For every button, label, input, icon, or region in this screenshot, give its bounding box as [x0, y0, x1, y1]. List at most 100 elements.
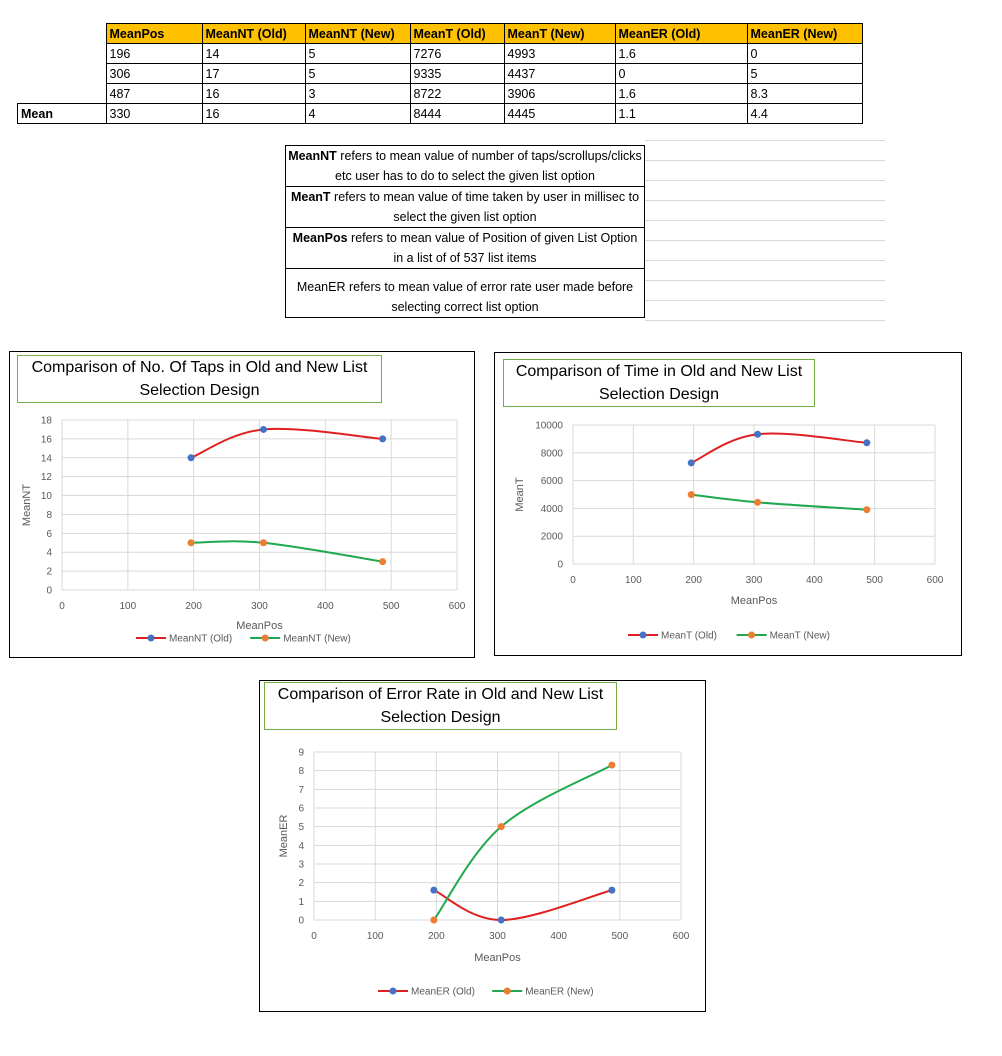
- y-tick-label: 3: [298, 860, 304, 871]
- sheet-gridline: [645, 140, 885, 141]
- x-tick-label: 400: [550, 931, 567, 942]
- sheet-gridline: [645, 300, 885, 301]
- y-tick-label: 12: [41, 472, 53, 483]
- table-cell[interactable]: 0: [746, 43, 863, 64]
- table-cell[interactable]: 7276: [409, 43, 505, 64]
- definition-meaner[interactable]: MeanER refers to mean value of error rat…: [296, 280, 634, 314]
- table-row: 487 16 3 8722 3906 1.6 8.3: [18, 83, 863, 104]
- col-header[interactable]: MeanNT (New): [304, 23, 411, 44]
- table-row: 196 14 5 7276 4993 1.6 0: [18, 43, 863, 64]
- table-cell[interactable]: 8.3: [746, 83, 863, 104]
- x-axis-label: MeanPos: [474, 952, 521, 964]
- table-cell[interactable]: 4: [304, 103, 411, 124]
- col-header[interactable]: MeanNT (Old): [201, 23, 306, 44]
- table-cell[interactable]: 5: [304, 63, 411, 84]
- table-cell[interactable]: 4993: [503, 43, 616, 64]
- table-cell[interactable]: 306: [105, 63, 203, 84]
- data-point: [863, 439, 871, 447]
- data-point: [608, 761, 616, 769]
- data-point: [497, 916, 505, 924]
- y-axis-label: MeanT: [514, 477, 526, 512]
- x-tick-label: 500: [611, 931, 628, 942]
- chart-error-rate[interactable]: Comparison of Error Rate in Old and New …: [259, 680, 706, 1012]
- table-cell[interactable]: 4445: [503, 103, 616, 124]
- chart-title: Comparison of Time in Old and New List S…: [503, 359, 815, 407]
- table-cell[interactable]: 8722: [409, 83, 505, 104]
- table-cell[interactable]: 1.6: [614, 83, 748, 104]
- y-tick-label: 6: [46, 529, 52, 540]
- table-cell[interactable]: 16: [201, 103, 306, 124]
- legend-marker: [503, 987, 511, 995]
- col-header[interactable]: MeanT (New): [503, 23, 616, 44]
- y-tick-label: 8: [46, 510, 52, 521]
- chart-title: Comparison of No. Of Taps in Old and New…: [17, 355, 382, 403]
- y-tick-label: 4: [46, 548, 52, 559]
- col-header[interactable]: MeanER (Old): [614, 23, 748, 44]
- x-tick-label: 300: [489, 931, 506, 942]
- mean-row-label[interactable]: Mean: [17, 103, 107, 124]
- y-tick-label: 2: [46, 567, 52, 578]
- x-tick-label: 100: [119, 601, 136, 612]
- chart-time[interactable]: Comparison of Time in Old and New List S…: [494, 352, 962, 656]
- data-point: [379, 435, 387, 443]
- y-axis-label: MeanNT: [21, 484, 33, 526]
- table-cell[interactable]: 3: [304, 83, 411, 104]
- legend-marker: [147, 634, 155, 642]
- y-tick-label: 6000: [541, 476, 564, 487]
- table-cell[interactable]: 17: [201, 63, 306, 84]
- y-tick-label: 2: [298, 878, 304, 889]
- table-cell[interactable]: 4.4: [746, 103, 863, 124]
- table-cell[interactable]: 5: [746, 63, 863, 84]
- y-tick-label: 0: [557, 560, 563, 571]
- series-line: [433, 764, 613, 921]
- table-cell[interactable]: 330: [105, 103, 203, 124]
- table-cell[interactable]: 1.1: [614, 103, 748, 124]
- data-point: [863, 506, 871, 514]
- y-tick-label: 9: [298, 748, 304, 759]
- definition-meanpos[interactable]: MeanPos refers to mean value of Position…: [286, 228, 644, 269]
- legend-label: MeanNT (Old): [169, 634, 232, 645]
- series-line: [191, 540, 383, 563]
- definition-meant[interactable]: MeanT refers to mean value of time taken…: [286, 187, 644, 228]
- col-header[interactable]: MeanPos: [105, 23, 203, 44]
- col-header[interactable]: MeanT (Old): [409, 23, 505, 44]
- chart-taps-svg: 0 100 200 300 400 500 600 0 2 4 6 8 10 12 14 16 18 MeanPo…: [21, 416, 466, 645]
- table-cell[interactable]: 14: [201, 43, 306, 64]
- y-tick-label: 8000: [541, 448, 564, 459]
- y-tick-label: 10000: [535, 421, 563, 432]
- definitions-box: MeanNT refers to mean value of number of…: [285, 145, 645, 318]
- y-tick-label: 0: [298, 916, 304, 927]
- table-cell[interactable]: 8444: [409, 103, 505, 124]
- table-cell[interactable]: 0: [614, 63, 748, 84]
- legend-label: MeanT (Old): [661, 631, 717, 642]
- y-tick-label: 16: [41, 434, 53, 445]
- chart-taps[interactable]: Comparison of No. Of Taps in Old and New…: [9, 351, 475, 658]
- series-line: [691, 493, 867, 511]
- x-tick-label: 0: [311, 931, 317, 942]
- y-tick-label: 18: [41, 416, 53, 427]
- series-line: [433, 889, 613, 922]
- x-axis-label: MeanPos: [731, 595, 778, 607]
- table-cell[interactable]: 196: [105, 43, 203, 64]
- x-tick-label: 300: [251, 601, 268, 612]
- data-point: [430, 886, 438, 894]
- sheet-gridline: [645, 260, 885, 261]
- y-tick-label: 5: [298, 822, 304, 833]
- definition-meannt[interactable]: MeanNT refers to mean value of number of…: [286, 146, 644, 187]
- table-cell[interactable]: 5: [304, 43, 411, 64]
- table-row: 306 17 5 9335 4437 0 5: [18, 63, 863, 84]
- data-point: [187, 539, 195, 547]
- col-header[interactable]: MeanER (New): [746, 23, 863, 44]
- table-cell[interactable]: 1.6: [614, 43, 748, 64]
- legend-marker: [389, 987, 397, 995]
- x-tick-label: 0: [570, 575, 576, 586]
- sheet-gridline: [645, 280, 885, 281]
- x-tick-label: 200: [185, 601, 202, 612]
- table-cell[interactable]: 9335: [409, 63, 505, 84]
- table-cell[interactable]: 4437: [503, 63, 616, 84]
- y-tick-label: 2000: [541, 532, 564, 543]
- table-cell[interactable]: 3906: [503, 83, 616, 104]
- y-tick-label: 0: [46, 586, 52, 597]
- table-cell[interactable]: 16: [201, 83, 306, 104]
- table-cell[interactable]: 487: [105, 83, 203, 104]
